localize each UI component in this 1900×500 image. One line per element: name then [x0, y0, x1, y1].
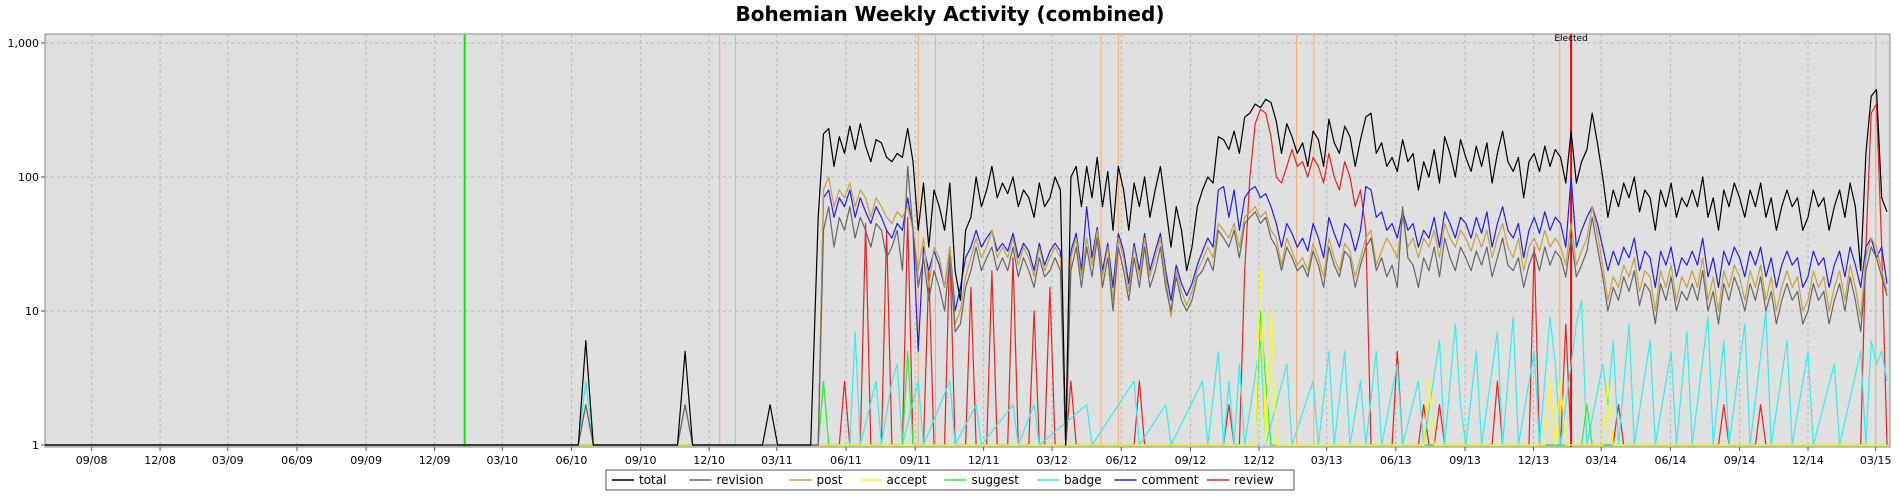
- legend-label-comment: comment: [1142, 473, 1199, 487]
- legend: total revision post accept suggest badge comme…: [605, 469, 1295, 491]
- x-tick-label: 06/12: [1105, 454, 1137, 467]
- annotation-label: Elected: [1554, 34, 1587, 44]
- x-tick-label: 09/12: [1175, 454, 1207, 467]
- x-tick-label: 12/09: [419, 454, 451, 467]
- legend-label-revision: revision: [717, 473, 764, 487]
- series-line-accept: [45, 270, 1887, 446]
- x-tick-label: 12/11: [968, 454, 1000, 467]
- x-tick-label: 03/12: [1036, 454, 1068, 467]
- legend-label-accept: accept: [887, 473, 928, 487]
- legend-label-post: post: [817, 473, 843, 487]
- event-layer: Elected: [463, 34, 1877, 447]
- y-tick-label: 1,000: [8, 37, 40, 50]
- x-tick-label: 09/13: [1449, 454, 1481, 467]
- x-tick-label: 06/09: [281, 454, 313, 467]
- x-tick-label: 06/13: [1380, 454, 1412, 467]
- x-tick-label: 12/12: [1243, 454, 1275, 467]
- x-tick-label: 03/13: [1311, 454, 1343, 467]
- legend-label-total: total: [639, 473, 666, 487]
- x-tick-label: 12/10: [693, 454, 725, 467]
- x-tick-label: 06/10: [556, 454, 588, 467]
- legend-label-suggest: suggest: [972, 473, 1020, 487]
- series-line-review: [45, 103, 1888, 446]
- x-tick-label: 12/08: [144, 454, 176, 467]
- x-tick-label: 09/10: [625, 454, 657, 467]
- legend-label-badge: badge: [1064, 473, 1102, 487]
- x-tick-label: 03/14: [1585, 454, 1617, 467]
- series-line-badge: [45, 299, 1888, 446]
- x-tick-label: 09/09: [350, 454, 382, 467]
- x-tick-label: 06/14: [1655, 454, 1687, 467]
- series-line-post: [45, 176, 1888, 446]
- x-tick-label: 09/08: [76, 454, 108, 467]
- chart-title: Bohemian Weekly Activity (combined): [735, 2, 1165, 26]
- x-tick-label: 03/11: [761, 454, 793, 467]
- y-tick-label: 1: [32, 439, 39, 452]
- x-tick-label: 09/11: [899, 454, 931, 467]
- x-tick-label: 03/10: [486, 454, 518, 467]
- y-tick-label: 10: [25, 305, 39, 318]
- x-tick-label: 12/14: [1792, 454, 1824, 467]
- series-line-revision: [45, 165, 1888, 446]
- axis-layer: 09/08 12/08 03/09 06/09 09/09 12/09 03/10 06/10…: [8, 37, 1892, 467]
- y-tick-label: 100: [18, 171, 39, 184]
- series-line-total: [45, 88, 1888, 446]
- x-tick-label: 03/15: [1860, 454, 1892, 467]
- x-tick-label: 06/11: [830, 454, 862, 467]
- x-tick-label: 12/13: [1518, 454, 1550, 467]
- x-tick-label: 03/09: [212, 454, 244, 467]
- series-layer: [45, 88, 1888, 446]
- x-tick-label: 09/14: [1724, 454, 1756, 467]
- legend-label-review: review: [1234, 473, 1274, 487]
